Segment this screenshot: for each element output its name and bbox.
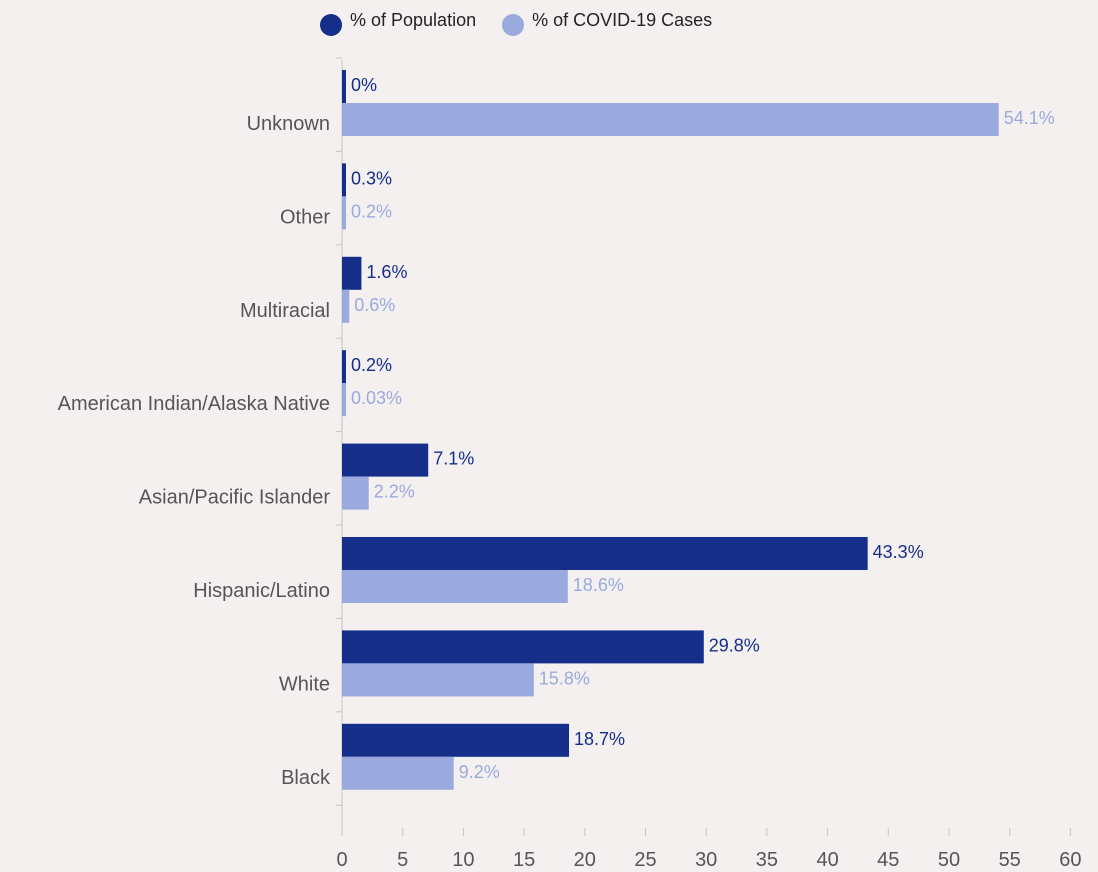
bar-cases <box>342 196 346 230</box>
category-label: Other <box>280 206 330 228</box>
data-label-cases: 18.6% <box>573 575 624 595</box>
bar-cases <box>342 103 999 136</box>
legend-swatch-population <box>320 14 342 36</box>
data-label-population: 18.7% <box>574 729 625 749</box>
x-tick-label: 10 <box>452 849 474 871</box>
data-label-cases: 54.1% <box>1004 108 1055 128</box>
category-label: American Indian/Alaska Native <box>58 393 330 415</box>
bar-cases <box>342 476 369 510</box>
data-label-cases: 0.03% <box>351 388 402 408</box>
category-label: White <box>279 673 330 695</box>
data-label-population: 0.2% <box>351 355 392 375</box>
x-tick-label: 60 <box>1059 849 1081 871</box>
x-tick-label: 15 <box>513 849 535 871</box>
data-label-population: 29.8% <box>709 635 760 655</box>
bar-cases <box>342 289 350 323</box>
legend-item-cases[interactable]: % of COVID-19 Cases <box>502 4 712 36</box>
x-tick-label: 5 <box>397 849 408 871</box>
legend-label-cases: % of COVID-19 Cases <box>532 9 713 30</box>
data-label-population: 1.6% <box>366 262 407 282</box>
data-label-population: 7.1% <box>433 449 474 469</box>
bar-cases <box>342 570 568 603</box>
data-label-cases: 0.6% <box>354 295 395 315</box>
legend-label-population: % of Population <box>350 9 477 30</box>
bar-population <box>342 163 346 197</box>
bar-population <box>342 723 570 757</box>
data-label-population: 0% <box>351 75 377 95</box>
category-label: Multiracial <box>240 300 330 322</box>
legend: % of Population % of COVID-19 Cases <box>320 4 712 36</box>
data-label-cases: 15.8% <box>539 668 590 688</box>
bar-cases <box>342 756 454 790</box>
x-tick-label: 25 <box>634 849 656 871</box>
category-label: Unknown <box>247 113 330 135</box>
data-label-cases: 0.2% <box>351 201 392 221</box>
bar-population <box>342 537 868 570</box>
x-tick-label: 40 <box>816 849 838 871</box>
data-label-cases: 9.2% <box>459 762 500 782</box>
data-label-population: 43.3% <box>873 542 924 562</box>
x-tick-label: 45 <box>877 849 899 871</box>
x-tick-label: 35 <box>756 849 778 871</box>
bar-population <box>342 443 429 477</box>
bar-population <box>342 256 362 290</box>
data-label-cases: 2.2% <box>374 482 415 502</box>
bar-population <box>342 350 346 384</box>
bar-cases <box>342 663 534 697</box>
x-tick-label: 0 <box>336 849 347 871</box>
x-tick-label: 55 <box>999 849 1021 871</box>
legend-item-population[interactable]: % of Population <box>320 4 476 36</box>
category-label: Asian/Pacific Islander <box>139 487 331 509</box>
x-tick-label: 20 <box>574 849 596 871</box>
category-label: Black <box>281 767 331 789</box>
x-tick-label: 50 <box>938 849 960 871</box>
data-label-population: 0.3% <box>351 168 392 188</box>
x-tick-label: 30 <box>695 849 717 871</box>
bar-population <box>342 630 704 664</box>
category-label: Hispanic/Latino <box>193 580 330 602</box>
legend-swatch-cases <box>502 14 525 36</box>
bar-cases <box>342 383 346 417</box>
bar-population <box>342 70 346 103</box>
